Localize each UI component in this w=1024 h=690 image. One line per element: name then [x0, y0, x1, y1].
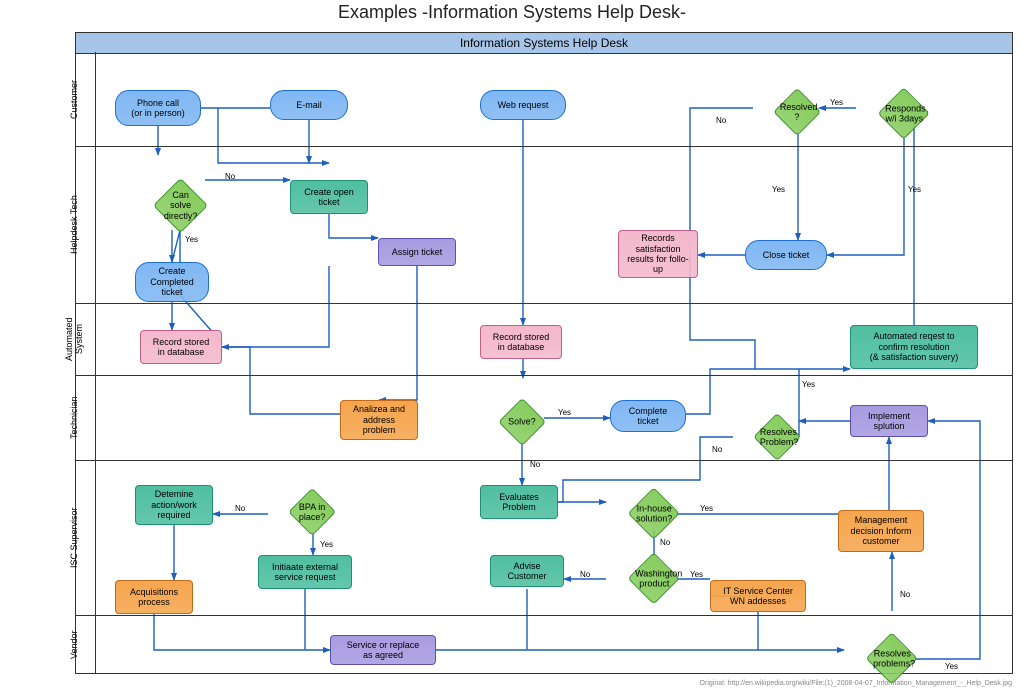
node-evalprob: EvaluatesProblem: [480, 485, 558, 519]
node-label: BPA inplace?: [299, 502, 326, 523]
edge-label: No: [716, 116, 726, 125]
lane-label: Helpdesk Tech: [64, 146, 84, 303]
edge-label: No: [900, 590, 910, 599]
node-label: ResolvesProblem?: [760, 427, 794, 448]
node-assign: Assign ticket: [378, 238, 456, 266]
lane-divider: [75, 303, 1013, 304]
lane-label: Automated System: [64, 303, 84, 375]
node-phone: Phone call(or in person): [115, 90, 201, 126]
edge-label: Yes: [945, 662, 958, 671]
node-advise: AdviseCustomer: [490, 555, 564, 587]
edge-label: Yes: [185, 235, 198, 244]
node-autoconfirm: Automated reqest toconfirm resolution(& …: [850, 325, 978, 369]
node-itsc: IT Service CenterWN addesses: [710, 580, 806, 612]
lane-label: ISC Supervisor: [64, 460, 84, 615]
node-recdb1: Record storedin database: [140, 330, 222, 364]
node-closetkt: Close ticket: [745, 240, 827, 270]
swimlane-header: Information Systems Help Desk: [76, 33, 1012, 54]
lane-divider: [75, 460, 1013, 461]
node-implement: Implementsplution: [850, 405, 928, 437]
node-label: Resolved?: [780, 102, 814, 123]
node-recdb2: Record storedin database: [480, 325, 562, 359]
lane-label: Technician: [64, 375, 84, 460]
node-label: Cansolvedirectly?: [163, 189, 197, 220]
edge-label: No: [580, 570, 590, 579]
edge-label: No: [712, 445, 722, 454]
node-mgmt: Managementdecision Informcustomer: [838, 510, 924, 552]
edge-label: Yes: [802, 380, 815, 389]
edge-label: Yes: [558, 408, 571, 417]
node-label: Solve?: [508, 417, 536, 427]
edge-label: Yes: [690, 570, 703, 579]
node-complete: Completeticket: [610, 400, 686, 432]
lane-divider: [75, 375, 1013, 376]
node-label: Washingtonproduct: [635, 569, 673, 590]
node-label: Resolvesproblems?: [873, 649, 911, 670]
edge-label: Yes: [772, 185, 785, 194]
node-label: Respondsw/i 3days: [885, 104, 923, 125]
diagram-title: Examples -Information Systems Help Desk-: [0, 2, 1024, 23]
edge-label: No: [225, 172, 235, 181]
node-analyze: Analizea andaddressproblem: [340, 400, 418, 440]
edge-label: Yes: [320, 540, 333, 549]
lane-divider: [75, 146, 1013, 147]
node-service: Service or replaceas agreed: [330, 635, 436, 665]
edge-label: No: [530, 460, 540, 469]
node-label: In-housesolution?: [636, 504, 672, 525]
node-initext: Initiaate externalservice request: [258, 555, 352, 589]
edge-label: Yes: [908, 185, 921, 194]
node-determine: Detemineaction/workrequired: [135, 485, 213, 525]
node-acq: Acquisitionsprocess: [115, 580, 193, 614]
edge-label: Yes: [700, 504, 713, 513]
lane-label: Vendor: [64, 615, 84, 674]
node-createcomp: CreateCompletedticket: [135, 262, 209, 302]
edge-label: No: [235, 504, 245, 513]
edge-label: Yes: [830, 98, 843, 107]
footer-credit: Original: http://en.wikipedia.org/wiki/F…: [700, 680, 1012, 687]
lane-label: Customer: [64, 52, 84, 146]
lane-leftedge: [95, 52, 96, 674]
edge-label: No: [660, 538, 670, 547]
lane-divider: [75, 615, 1013, 616]
node-recsat: Recordssatisfactionresults for follo-up: [618, 230, 698, 278]
diagram-stage: Examples -Information Systems Help Desk-…: [0, 0, 1024, 689]
node-createopen: Create openticket: [290, 180, 368, 214]
node-webreq: Web request: [480, 90, 566, 120]
node-email: E-mail: [270, 90, 348, 120]
